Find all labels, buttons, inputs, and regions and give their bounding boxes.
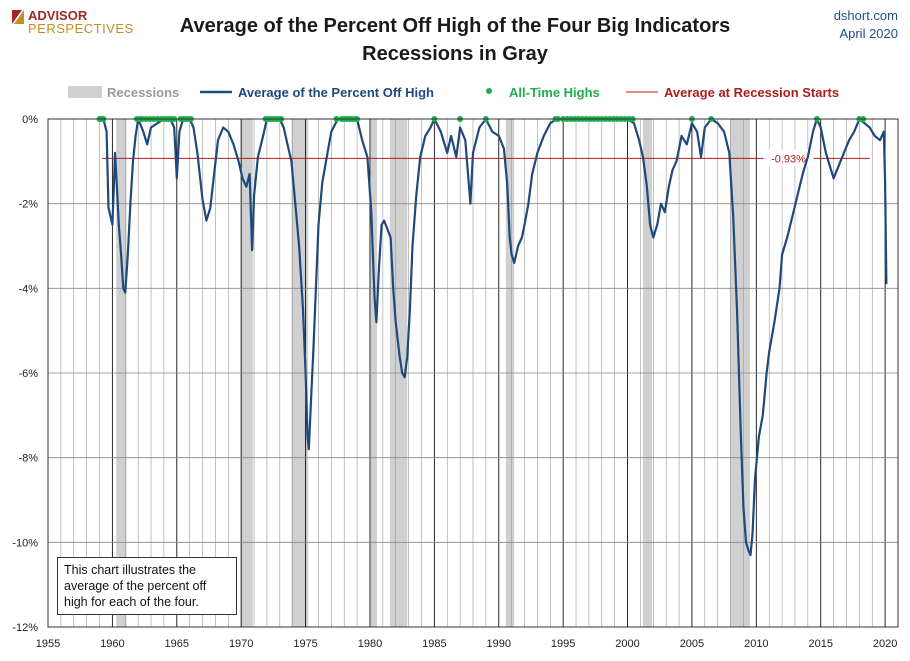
note-text: This chart illustrates the average of th…: [64, 563, 207, 609]
x-tick-label: 1955: [36, 638, 60, 650]
average-percent-off-high-line: [99, 117, 888, 557]
average-recession-label: -0.93%: [771, 153, 806, 165]
x-tick-label: 1995: [551, 638, 575, 650]
legend-recessions-swatch: [68, 86, 102, 98]
average-recession-line-group: -0.93%: [102, 149, 870, 167]
y-tick-label: -10%: [12, 537, 38, 549]
y-tick-label: -4%: [18, 283, 38, 295]
grid: [48, 118, 898, 628]
y-tick-label: -6%: [18, 368, 38, 380]
x-tick-label: 1960: [100, 638, 124, 650]
x-tick-label: 1990: [487, 638, 511, 650]
legend-avg-recession-label: Average at Recession Starts: [664, 85, 839, 100]
logo: ADVISOR PERSPECTIVES: [12, 8, 134, 36]
y-tick-label: -2%: [18, 199, 38, 211]
chart-subtitle: Recessions in Gray: [362, 43, 549, 65]
x-tick-label: 2000: [615, 638, 639, 650]
chart-title: Average of the Percent Off High of the F…: [180, 15, 730, 37]
source-site: dshort.com: [834, 8, 898, 23]
x-tick-label: 1970: [229, 638, 253, 650]
x-tick-label: 2015: [808, 638, 832, 650]
source-date: April 2020: [839, 26, 898, 41]
y-tick-label: -8%: [18, 453, 38, 465]
plot-frame: [47, 118, 899, 628]
y-tick-label: 0%: [22, 114, 38, 126]
y-tick-label: -12%: [12, 622, 38, 634]
x-tick-label: 1975: [293, 638, 317, 650]
x-tick-label: 2020: [873, 638, 897, 650]
legend: Recessions Average of the Percent Off Hi…: [68, 85, 839, 100]
logo-line2: PERSPECTIVES: [28, 21, 134, 36]
x-tick-label: 1980: [358, 638, 382, 650]
logo-triangle-icon: [14, 10, 24, 24]
x-tick-label: 2005: [680, 638, 704, 650]
legend-recessions-label: Recessions: [107, 85, 179, 100]
legend-ath-swatch: [486, 88, 492, 94]
x-tick-label: 1985: [422, 638, 446, 650]
note-box: This chart illustrates the average of th…: [57, 557, 237, 615]
average-label-background: [763, 149, 814, 167]
legend-average-label: Average of the Percent Off High: [238, 85, 434, 100]
x-tick-label: 2010: [744, 638, 768, 650]
legend-ath-label: All-Time Highs: [509, 85, 600, 100]
axes: 0% -2% -4% -6% -8% -10% -12% 1955 1960 1965 1970 19…: [12, 114, 899, 650]
logo-triangle-icon: [12, 10, 22, 24]
series-group: [99, 117, 888, 557]
logo-line1: ADVISOR: [28, 8, 88, 23]
x-tick-label: 1965: [165, 638, 189, 650]
